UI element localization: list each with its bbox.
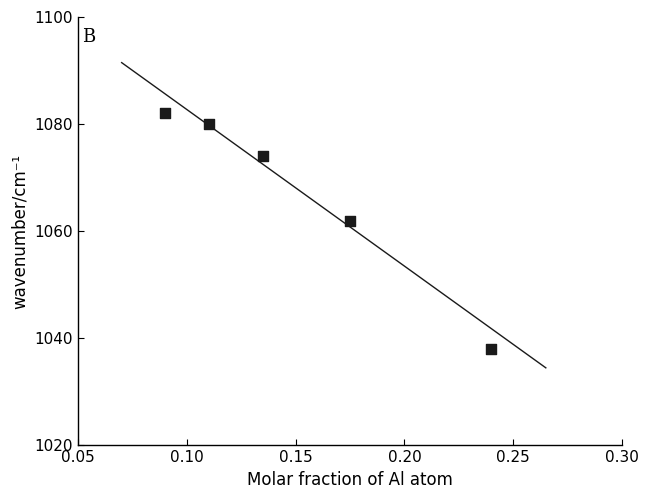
Y-axis label: wavenumber/cm⁻¹: wavenumber/cm⁻¹ (11, 154, 29, 309)
Point (203, 120, 214, 128)
Text: B: B (83, 28, 96, 46)
X-axis label: Molar fraction of Al atom: Molar fraction of Al atom (247, 471, 453, 489)
Point (345, 216, 356, 224)
Point (486, 345, 497, 353)
Point (258, 152, 268, 160)
Point (160, 110, 170, 118)
